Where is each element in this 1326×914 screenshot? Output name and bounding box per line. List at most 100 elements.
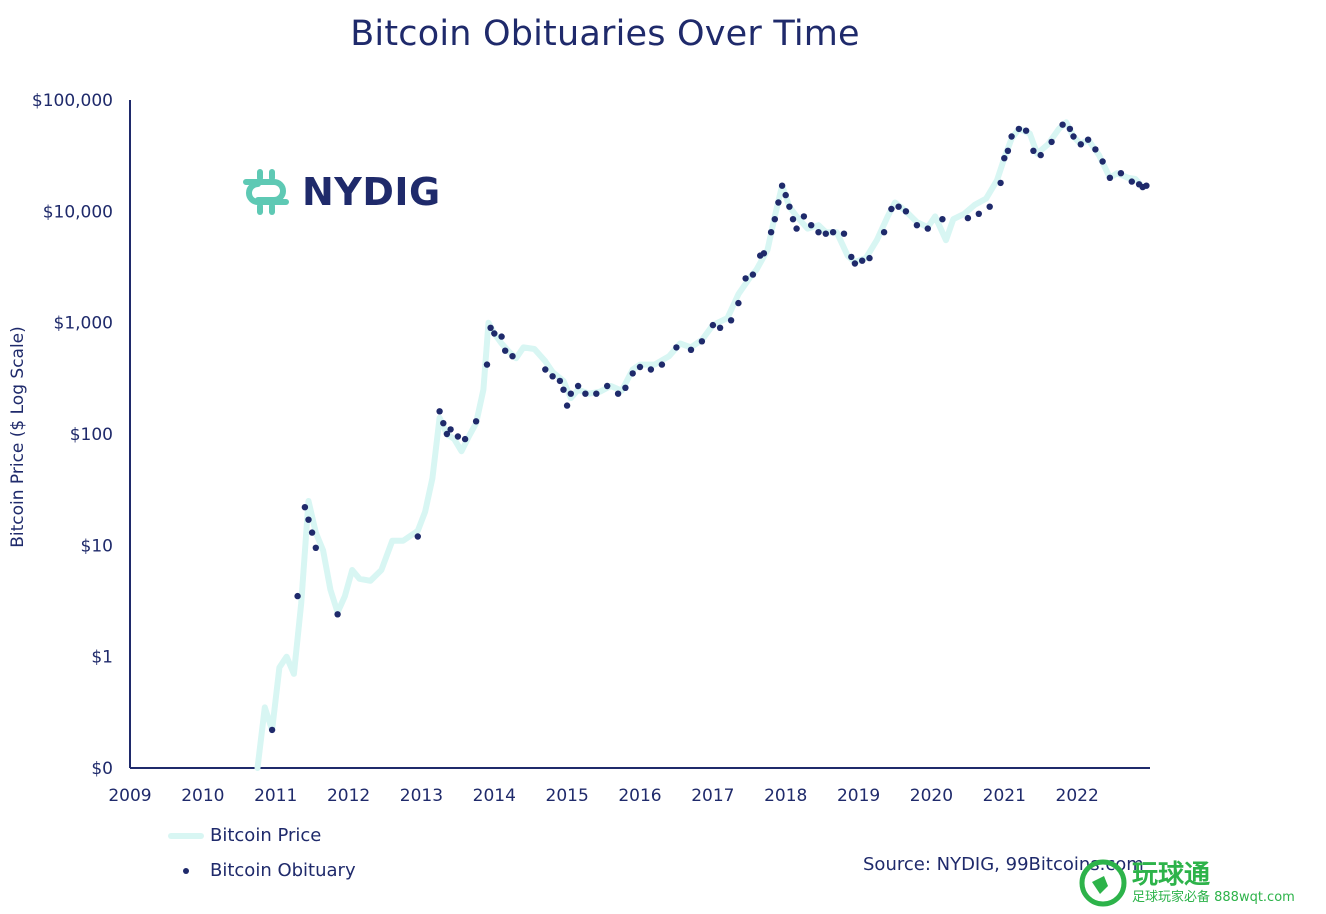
obituary-point	[964, 214, 972, 222]
obituary-point	[997, 179, 1004, 187]
obituary-point	[829, 229, 837, 236]
x-tick-label: 2016	[618, 786, 661, 806]
obituary-point	[1066, 125, 1074, 133]
x-tick-label: 2019	[837, 786, 880, 806]
legend-dot-swatch	[183, 867, 189, 874]
obituary-point	[647, 366, 655, 373]
obituary-point	[924, 225, 931, 232]
obituary-point	[1048, 138, 1055, 146]
obituary-point	[563, 402, 571, 409]
obituary-point	[1008, 133, 1015, 140]
x-tick-label: 2018	[764, 786, 807, 806]
obituary-point	[498, 333, 505, 340]
y-tick-label: $1,000	[54, 314, 113, 334]
obituary-point	[880, 229, 888, 236]
obituary-point	[742, 275, 749, 282]
obituary-point	[502, 347, 509, 354]
obituary-point	[556, 377, 564, 385]
obituary-point	[440, 420, 447, 427]
obituary-point	[888, 205, 895, 213]
obituary-point	[658, 361, 666, 368]
obituary-point	[1077, 141, 1085, 148]
obituary-point	[775, 199, 782, 206]
price-series	[254, 119, 1150, 771]
obituary-point	[1128, 178, 1136, 185]
obituary-point	[895, 203, 902, 210]
obituary-point	[1099, 158, 1106, 165]
nydig-logo-icon	[243, 169, 289, 215]
obituary-point	[1070, 133, 1077, 140]
obituary-point	[509, 353, 516, 360]
obituary-point	[582, 390, 589, 397]
source-note: Source: NYDIG, 99Bitcoins.com	[863, 854, 1144, 875]
chart-legend: Bitcoin Price Bitcoin Obituary	[168, 818, 356, 888]
obituary-point	[560, 386, 567, 393]
obituary-point	[698, 338, 706, 345]
obituary-point	[902, 208, 910, 215]
obituary-point	[636, 363, 644, 371]
obituary-point	[840, 230, 848, 237]
x-tick-label: 2021	[983, 786, 1026, 806]
obituary-point	[301, 504, 309, 511]
obituary-point	[778, 182, 786, 189]
obituary-point	[305, 516, 312, 523]
y-tick-label: $10	[81, 536, 113, 556]
x-tick-label: 2014	[473, 786, 516, 806]
x-tick-label: 2013	[400, 786, 443, 806]
obituary-point	[815, 229, 822, 236]
obituary-point	[542, 366, 549, 373]
obituary-point	[673, 344, 680, 351]
y-tick-label: $1	[91, 648, 113, 668]
obituary-point	[1092, 146, 1099, 153]
obituary-point	[749, 271, 757, 278]
nydig-logo: NYDIG	[240, 166, 441, 218]
obituary-point	[593, 390, 600, 397]
obituary-point	[414, 533, 421, 540]
obituary-point	[866, 254, 873, 262]
obituary-point	[574, 382, 582, 390]
obituary-point	[735, 299, 742, 307]
obituary-point	[975, 210, 982, 217]
y-tick-label: $10,000	[43, 202, 113, 222]
x-tick-label: 2011	[254, 786, 297, 806]
obituary-point	[1004, 147, 1012, 154]
y-tick-label: $0	[91, 759, 113, 779]
legend-price-label: Bitcoin Price	[210, 825, 322, 846]
obituary-point	[1037, 151, 1044, 159]
obituary-point	[268, 726, 276, 734]
obituary-point	[447, 426, 454, 433]
obituary-point	[1143, 182, 1150, 189]
obituary-point	[709, 321, 717, 329]
legend-item-obituary: Bitcoin Obituary	[168, 853, 356, 888]
obituary-point	[913, 222, 921, 229]
obituary-point	[487, 324, 494, 331]
price-line	[254, 119, 1150, 771]
obituary-point	[461, 435, 469, 443]
y-tick-label: $100	[70, 425, 113, 445]
logo-wordmark: NYDIG	[302, 170, 441, 214]
obituary-point	[793, 225, 800, 232]
obituary-point	[1015, 125, 1023, 133]
x-tick-label: 2010	[181, 786, 224, 806]
obituary-point	[687, 346, 695, 353]
obituary-point	[716, 324, 724, 331]
watermark-tagline: 足球玩家必备 888wqt.com	[1132, 890, 1295, 905]
obituary-point	[851, 260, 859, 267]
obituary-point	[294, 592, 301, 600]
obituary-point	[334, 611, 341, 618]
x-tick-label: 2020	[910, 786, 953, 806]
obituary-point	[800, 213, 808, 220]
obituary-point	[312, 544, 319, 551]
watermark: 玩球通 足球玩家必备 888wqt.com	[1078, 858, 1295, 908]
obituary-point	[1106, 174, 1114, 181]
obituary-point	[1117, 170, 1125, 177]
obituary-point	[727, 317, 735, 324]
obituary-point	[767, 229, 775, 236]
obituary-point	[859, 257, 866, 264]
x-tick-label: 2012	[327, 786, 370, 806]
obituary-point	[472, 418, 480, 425]
obituary-point	[771, 216, 778, 223]
chart-axes: $100,000 $10,000 $1,000 $100 $10 $1 $0 2009 2010…	[32, 91, 1150, 806]
watermark-brand: 玩球通	[1132, 860, 1211, 890]
